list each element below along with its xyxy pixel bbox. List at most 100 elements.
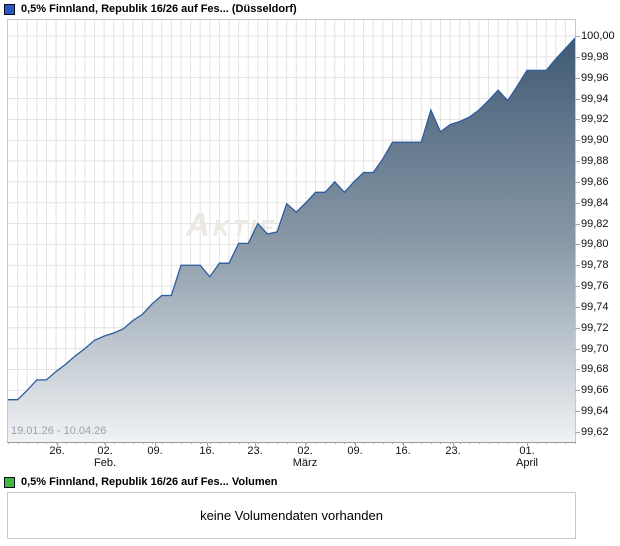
x-axis-minor-tick [325, 442, 326, 444]
x-axis-minor-tick [575, 442, 576, 444]
y-axis-label: 99,66 [581, 384, 609, 396]
x-axis-minor-tick [133, 442, 134, 444]
x-axis-label: 01. [519, 445, 535, 457]
x-axis-label: 09. [147, 445, 163, 457]
x-axis-minor-tick [219, 442, 220, 444]
x-axis-major-tick [355, 442, 356, 446]
y-axis-tick [575, 57, 580, 58]
x-axis-minor-tick [200, 442, 201, 444]
x-axis-minor-tick [421, 442, 422, 444]
x-axis-minor-tick [239, 442, 240, 444]
x-axis-minor-tick [498, 442, 499, 444]
x-axis-major-tick [255, 442, 256, 446]
volume-legend-marker [4, 476, 15, 488]
x-axis-month-label: März [292, 457, 318, 469]
y-axis-tick [575, 286, 580, 287]
x-axis-minor-tick [162, 442, 163, 444]
x-axis-minor-tick [296, 442, 297, 444]
price-legend-marker [4, 3, 15, 15]
x-axis-minor-tick [248, 442, 249, 444]
x-axis-minor-tick [37, 442, 38, 444]
x-axis-minor-tick [517, 442, 518, 444]
x-axis-label: 02. [97, 445, 113, 457]
x-axis-major-tick [403, 442, 404, 446]
x-axis-minor-tick [56, 442, 57, 444]
x-axis-minor-tick [556, 442, 557, 444]
y-axis-tick [575, 161, 580, 162]
x-axis-minor-tick [364, 442, 365, 444]
x-axis-minor-tick [114, 442, 115, 444]
x-axis-label: 23. [247, 445, 263, 457]
x-axis-minor-tick [306, 442, 307, 444]
x-axis-minor-tick [152, 442, 153, 444]
x-axis-major-tick [527, 442, 528, 446]
x-axis-minor-tick [344, 442, 345, 444]
volume-empty-message: keine Volumendaten vorhanden [200, 508, 383, 523]
x-axis-minor-tick [489, 442, 490, 444]
x-axis-minor-tick [18, 442, 19, 444]
x-axis-label: 09. [347, 445, 363, 457]
x-axis-minor-tick [450, 442, 451, 444]
volume-panel: keine Volumendaten vorhanden [7, 492, 576, 539]
y-axis-tick [575, 411, 580, 412]
y-axis-tick [575, 328, 580, 329]
y-axis-tick [575, 307, 580, 308]
x-axis-minor-tick [287, 442, 288, 444]
x-axis-major-tick [155, 442, 156, 446]
price-series [8, 37, 575, 442]
y-axis-label: 99,94 [581, 93, 609, 105]
y-axis-tick [575, 78, 580, 79]
y-axis-label: 99,68 [581, 363, 609, 375]
x-axis-minor-tick [191, 442, 192, 444]
x-axis-minor-tick [171, 442, 172, 444]
x-axis-minor-tick [277, 442, 278, 444]
x-axis-month-label: April [515, 457, 539, 469]
x-axis-label: 16. [395, 445, 411, 457]
y-axis-tick [575, 119, 580, 120]
x-axis-minor-tick [469, 442, 470, 444]
y-axis-label: 99,88 [581, 155, 609, 167]
price-line [8, 37, 575, 401]
x-axis-minor-tick [565, 442, 566, 444]
price-chart-plot-area[interactable]: Aktien 19.01.26 - 10.04.26 [7, 19, 576, 443]
y-axis-tick [575, 244, 580, 245]
x-axis-minor-tick [8, 442, 9, 444]
x-axis-minor-tick [546, 442, 547, 444]
y-axis-label: 99,72 [581, 322, 609, 334]
area-fill [8, 38, 575, 442]
y-axis-label: 99,74 [581, 301, 609, 313]
y-axis-tick [575, 203, 580, 204]
x-axis-major-tick [105, 442, 106, 446]
x-axis-minor-tick [143, 442, 144, 444]
x-axis-minor-tick [104, 442, 105, 444]
x-axis-minor-tick [508, 442, 509, 444]
x-axis-minor-tick [123, 442, 124, 444]
volume-legend: 0,5% Finnland, Republik 16/26 auf Fes...… [4, 476, 278, 488]
y-axis-tick [575, 140, 580, 141]
y-axis-label: 99,90 [581, 134, 609, 146]
y-axis-tick [575, 349, 580, 350]
price-legend-label: 0,5% Finnland, Republik 16/26 auf Fes...… [21, 3, 297, 15]
x-axis-minor-tick [258, 442, 259, 444]
date-range-label: 19.01.26 - 10.04.26 [11, 425, 107, 437]
y-axis-label: 99,84 [581, 197, 609, 209]
x-axis-major-tick [453, 442, 454, 446]
y-axis-tick [575, 265, 580, 266]
y-axis-tick [575, 432, 580, 433]
price-legend: 0,5% Finnland, Republik 16/26 auf Fes...… [4, 3, 297, 15]
x-axis-major-tick [305, 442, 306, 446]
x-axis-minor-tick [181, 442, 182, 444]
y-axis-label: 99,78 [581, 259, 609, 271]
x-axis-minor-tick [402, 442, 403, 444]
y-axis-tick [575, 390, 580, 391]
y-axis-label: 99,62 [581, 426, 609, 438]
y-axis-label: 99,96 [581, 72, 609, 84]
x-axis-minor-tick [27, 442, 28, 444]
y-axis-label: 99,86 [581, 176, 609, 188]
y-axis-tick [575, 36, 580, 37]
y-axis-tick [575, 99, 580, 100]
x-axis-minor-tick [373, 442, 374, 444]
y-axis-label: 100,00 [581, 30, 615, 42]
x-axis-minor-tick [431, 442, 432, 444]
y-axis-tick [575, 224, 580, 225]
